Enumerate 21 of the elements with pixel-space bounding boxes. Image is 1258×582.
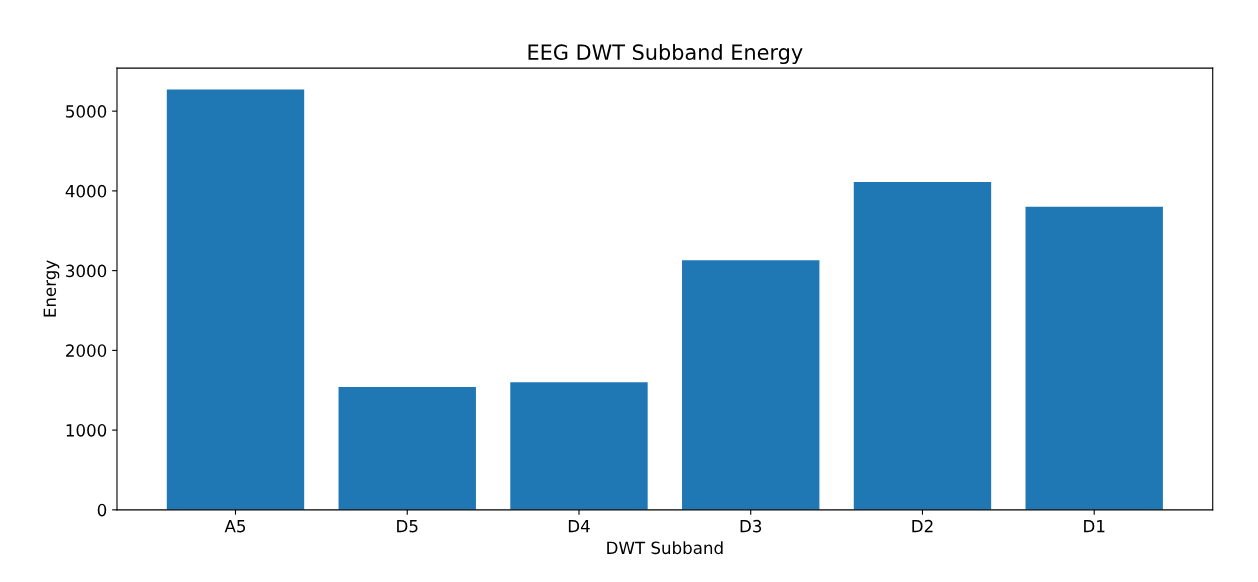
y-tick-label: 2000: [66, 344, 107, 357]
bar: [510, 382, 648, 510]
y-tick-label: 5000: [66, 105, 107, 118]
bar: [1025, 206, 1163, 510]
x-tick-label: A5: [224, 520, 246, 533]
bar: [853, 182, 992, 510]
x-tick-label: D4: [568, 520, 590, 533]
bar: [682, 260, 820, 510]
y-tick-label: 4000: [65, 184, 107, 198]
y-tick-label: 1000: [66, 424, 107, 437]
bar: [338, 387, 476, 510]
chart-title: EEG DWT Subband Energy: [528, 43, 803, 65]
x-tick-label: D5: [397, 520, 418, 533]
y-tick-label: 3000: [66, 264, 107, 278]
y-tick-label: 0: [97, 503, 107, 517]
x-tick-label: D2: [912, 519, 933, 533]
x-tick-label: D1: [1084, 520, 1105, 533]
bar: [166, 89, 305, 510]
x-axis-title: DWT Subband: [607, 541, 723, 555]
x-tick-label: D3: [740, 519, 762, 533]
y-axis-title: Energy: [43, 260, 60, 317]
